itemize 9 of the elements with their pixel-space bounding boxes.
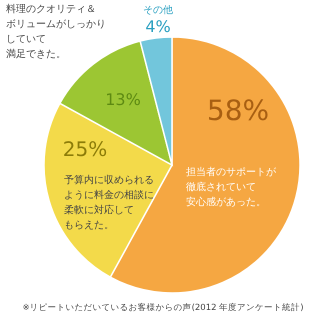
- data-label: 58%: [206, 94, 270, 127]
- text: ※リピートいただいているお客様からの声(2012 年度アンケート統計): [22, 302, 304, 313]
- data-label: 4%: [145, 17, 171, 36]
- slice-label: その他: [143, 4, 173, 16]
- data-label: 13%: [105, 90, 141, 109]
- slice-label: 料理のクオリティ＆ボリュームがしっかりしていて満足できた。: [6, 3, 106, 60]
- slice-label: 予算内に収められるように料金の相談に柔軟に対応してもらえた。: [64, 174, 154, 231]
- slice-label: 担当者のサポートが徹底されていて安心感があった。: [186, 166, 277, 208]
- data-label: 25%: [62, 137, 108, 161]
